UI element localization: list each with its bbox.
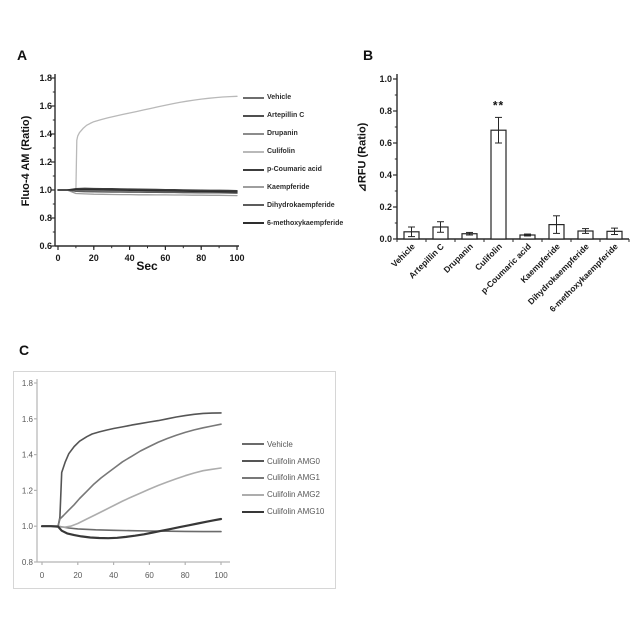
legend-item-culifolin-amg1: Culifolin AMG1	[242, 470, 324, 487]
legend-line-swatch	[242, 476, 264, 479]
panel-b-y-axis-title: ⊿RFU (Ratio)	[356, 122, 369, 193]
series-line-culifolin	[57, 95, 238, 191]
x-tick-label-panel-C: 40	[109, 571, 118, 580]
x-tick-label-panel-C: 60	[145, 571, 154, 580]
panel-c-label: C	[19, 342, 30, 358]
legend-label: Kaempferide	[267, 183, 310, 191]
legend-label: Artepillin C	[267, 112, 305, 120]
legend-line-swatch	[243, 186, 264, 189]
x-tick-label-panel-C: 20	[73, 571, 82, 580]
panel-a-legend: Vehicle Artepillin C Drupanin Culifolin p-Co…	[243, 89, 343, 232]
series-line-p-coumaric-acid	[57, 187, 238, 192]
legend-item-dihydrokaempferide: Dihydrokaempferide	[243, 196, 343, 214]
x-tick-label-panel-A: 100	[229, 253, 244, 263]
legend-label: Vehicle	[267, 94, 292, 102]
panel-b-label: B	[363, 47, 374, 63]
legend-item-artepillin-c: Artepillin C	[243, 107, 343, 125]
x-tick-label-panel-A: 0	[55, 253, 60, 263]
y-tick-label-panel-C: 1.0	[22, 522, 34, 531]
y-tick-label-panel-C: 1.8	[22, 379, 34, 388]
legend-item-drupanin: Drupanin	[243, 125, 343, 143]
legend-label: Culifolin	[267, 148, 295, 156]
y-tick-label-panel-B: 0.0	[379, 234, 392, 244]
x-tick-label-panel-A: 60	[160, 253, 170, 263]
y-tick-label-panel-C: 1.2	[22, 486, 34, 495]
y-tick-label-panel-A: 1.4	[39, 129, 52, 139]
series-line-kaempferide	[57, 189, 238, 197]
legend-line-swatch	[243, 114, 264, 117]
legend-label: Drupanin	[267, 130, 298, 138]
category-label-vehicle: Vehicle	[389, 241, 417, 269]
y-tick-label-panel-C: 1.4	[22, 451, 34, 460]
bar-culifolin	[490, 129, 507, 240]
y-tick-label-panel-A: 0.6	[39, 241, 52, 251]
x-tick-label-panel-C: 80	[181, 571, 190, 580]
legend-label: Culifolin AMG10	[267, 507, 325, 517]
legend-label: p-Coumaric acid	[267, 166, 322, 173]
legend-label: Culifolin AMG2	[267, 490, 320, 500]
series-line-culifolin-amg2	[41, 467, 222, 528]
legend-label: Culifolin AMG1	[267, 473, 320, 483]
legend-label: Dihydrokaempferide	[267, 201, 335, 209]
panel-a-x-axis-title: Sec	[136, 259, 158, 273]
legend-item-kaempferide: Kaempferide	[243, 178, 343, 196]
series-line-culifolin-amg0	[41, 412, 222, 527]
y-tick-label-panel-A: 0.8	[39, 213, 52, 223]
series-line-culifolin-amg1	[41, 423, 222, 527]
y-tick-label-panel-A: 1.6	[39, 101, 52, 111]
legend-line-swatch	[243, 168, 264, 171]
panel-a-y-axis-title: Fluo-4 AM (Ratio)	[20, 115, 32, 207]
legend-item-culifolin-amg0: Culifolin AMG0	[242, 453, 324, 470]
legend-item-6-methoxykaempferide: 6-methoxykaempferide	[243, 214, 343, 232]
y-tick-label-panel-B: 0.4	[379, 170, 392, 180]
legend-label: Vehicle	[267, 439, 293, 449]
y-tick-label-panel-C: 1.6	[22, 415, 34, 424]
y-tick-label-panel-A: 1.8	[39, 73, 52, 83]
legend-line-swatch	[243, 204, 264, 207]
legend-label: Culifolin AMG0	[267, 456, 320, 466]
category-label-p-coumaric-acid: p-Coumaric acid	[479, 241, 533, 295]
panel-a-label: A	[17, 47, 28, 63]
y-tick-label-panel-B: 0.8	[379, 106, 392, 116]
legend-item-culifolin-amg2: Culifolin AMG2	[242, 486, 324, 503]
series-line-culifolin-amg10	[40, 517, 223, 540]
legend-line-swatch	[242, 460, 264, 463]
legend-line-swatch	[243, 132, 264, 135]
series-line-6-methoxykaempferide	[57, 188, 238, 193]
panel-c-legend: Vehicle Culifolin AMG0 Culifolin AMG1 Culif…	[242, 436, 324, 520]
x-tick-label-panel-A: 40	[125, 253, 135, 263]
legend-item-vehicle: Vehicle	[242, 436, 324, 453]
x-tick-label-panel-C: 0	[40, 571, 45, 580]
y-tick-label-panel-A: 1.2	[39, 157, 52, 167]
legend-line-swatch	[242, 443, 264, 446]
legend-line-swatch	[242, 510, 264, 513]
legend-item-p-coumaric-acid: p-Coumaric acid	[243, 161, 343, 179]
x-tick-label-panel-C: 100	[214, 571, 228, 580]
x-tick-label-panel-A: 80	[196, 253, 206, 263]
y-tick-label-panel-C: 0.8	[22, 558, 34, 567]
legend-item-culifolin-amg10: Culifolin AMG10	[242, 503, 324, 520]
legend-line-swatch	[243, 150, 264, 153]
y-tick-label-panel-B: 1.0	[379, 74, 392, 84]
legend-line-swatch	[243, 222, 264, 225]
legend-line-swatch	[242, 493, 264, 496]
y-tick-label-panel-B: 0.2	[379, 202, 392, 212]
y-tick-label-panel-B: 0.6	[379, 138, 392, 148]
legend-item-vehicle: Vehicle	[243, 89, 343, 107]
significance-marker: **	[493, 98, 504, 112]
legend-label: 6-methoxykaempferide	[267, 219, 344, 227]
legend-item-culifolin: Culifolin	[243, 143, 343, 161]
x-tick-label-panel-A: 20	[89, 253, 99, 263]
series-line-dihydrokaempferide	[57, 189, 238, 194]
category-label-drupanin: Drupanin	[441, 241, 474, 274]
legend-line-swatch	[243, 96, 264, 99]
y-tick-label-panel-A: 1.0	[39, 185, 52, 195]
